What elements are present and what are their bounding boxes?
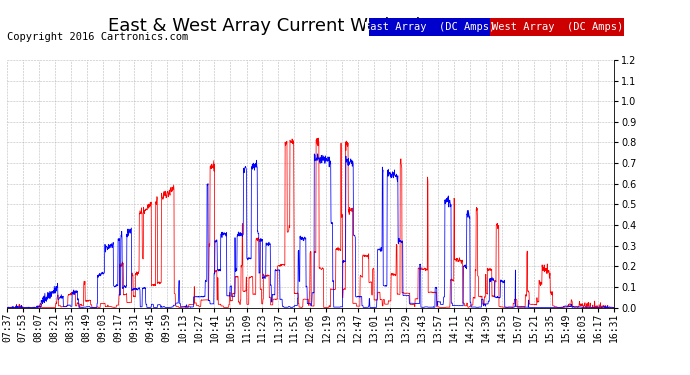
Text: East & West Array Current Wed Feb 10 16:44: East & West Array Current Wed Feb 10 16:… <box>108 17 513 35</box>
Text: East Array  (DC Amps): East Array (DC Amps) <box>364 22 495 32</box>
Text: Copyright 2016 Cartronics.com: Copyright 2016 Cartronics.com <box>7 32 188 42</box>
Text: West Array  (DC Amps): West Array (DC Amps) <box>491 22 623 32</box>
